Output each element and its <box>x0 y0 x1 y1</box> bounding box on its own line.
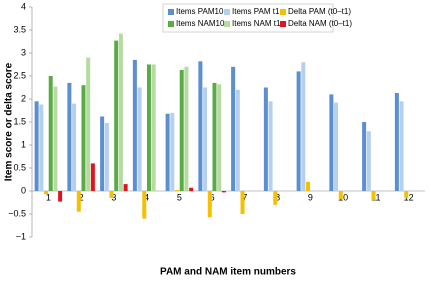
bar <box>142 191 147 219</box>
x-tick-label: 11 <box>371 192 380 202</box>
legend-label: Delta PAM (t0–t1) <box>288 7 351 16</box>
x-tick-label: 7 <box>242 192 247 202</box>
bar <box>231 66 236 191</box>
bar <box>263 87 268 191</box>
y-tick-label: 3.5 <box>13 24 26 34</box>
bar <box>53 86 58 191</box>
legend-label: Items PAM t1 <box>232 7 280 16</box>
bar <box>362 122 367 191</box>
x-tick-label: 1 <box>46 192 51 202</box>
bar <box>170 112 175 191</box>
legend-box <box>162 3 334 33</box>
x-tick-label: 5 <box>177 192 182 202</box>
bar <box>72 103 77 191</box>
bar <box>165 113 170 191</box>
bar <box>132 59 137 192</box>
x-tick-label: 3 <box>111 192 116 202</box>
bar <box>118 33 123 192</box>
bar <box>198 61 203 191</box>
y-axis-title: Item score or delta score <box>4 62 15 181</box>
bar <box>296 71 301 191</box>
x-tick-label: 10 <box>338 192 348 202</box>
bar <box>268 101 273 191</box>
bar <box>137 87 142 191</box>
legend-label: Items NAM10 <box>176 19 225 28</box>
bar <box>301 62 306 192</box>
y-tick-label: 0 <box>21 185 26 195</box>
y-tick-label: 1 <box>21 139 26 149</box>
legend-swatch <box>280 21 286 27</box>
bar <box>404 191 409 198</box>
bar <box>123 184 128 191</box>
legend-swatch <box>224 21 230 27</box>
y-tick-label: 2.5 <box>13 70 26 80</box>
bar <box>104 122 109 191</box>
bar <box>240 191 245 214</box>
bar <box>203 87 208 191</box>
bar <box>235 89 240 191</box>
x-tick-label: 6 <box>210 192 215 202</box>
y-tick-label: 3 <box>21 47 26 57</box>
bar <box>179 70 184 191</box>
bar <box>67 82 72 191</box>
legend-label: Items NAM t1 <box>232 19 281 28</box>
x-tick-label: 9 <box>308 192 313 202</box>
legend-swatch <box>280 9 286 15</box>
bar <box>151 64 156 191</box>
x-tick-label: 12 <box>404 192 414 202</box>
bar <box>217 84 222 191</box>
bar <box>39 104 44 191</box>
y-tick-label: 1.5 <box>13 116 26 126</box>
legend-swatch <box>168 9 174 15</box>
bar <box>399 101 404 191</box>
x-tick-label: 2 <box>79 192 84 202</box>
bar <box>114 40 119 191</box>
x-tick-label: 8 <box>275 192 280 202</box>
bar <box>273 191 278 205</box>
bar <box>184 66 189 191</box>
bar <box>306 181 311 191</box>
bar <box>175 190 180 191</box>
legend-label: Items PAM10 <box>176 7 224 16</box>
legend-swatch <box>168 21 174 27</box>
bar <box>221 191 226 193</box>
legend-swatch <box>224 9 230 15</box>
bar <box>34 101 39 191</box>
bar <box>90 163 95 191</box>
bar <box>212 82 217 191</box>
legend-label: Delta NAM (t0–t1) <box>288 19 352 28</box>
y-tick-label: −1 <box>16 231 26 241</box>
bar <box>48 76 53 191</box>
y-tick-label: 0.5 <box>13 162 26 172</box>
bar <box>100 116 105 191</box>
bar <box>394 93 399 191</box>
bar <box>207 191 212 218</box>
bar <box>58 191 63 202</box>
y-tick-label: 2 <box>21 93 26 103</box>
bar <box>86 57 91 191</box>
bar <box>329 94 334 191</box>
bar <box>109 191 114 198</box>
x-tick-label: 4 <box>144 192 149 202</box>
bar <box>189 187 194 191</box>
bar <box>334 102 339 191</box>
bar <box>146 64 151 191</box>
y-tick-label: 4 <box>21 1 26 11</box>
bar <box>76 191 81 212</box>
x-axis-title: PAM and NAM item numbers <box>160 267 296 278</box>
bar <box>81 85 86 191</box>
bar <box>338 191 343 200</box>
y-tick-label: −0.5 <box>8 208 26 218</box>
bar <box>371 191 376 201</box>
bar <box>44 191 49 195</box>
bar <box>366 131 371 191</box>
